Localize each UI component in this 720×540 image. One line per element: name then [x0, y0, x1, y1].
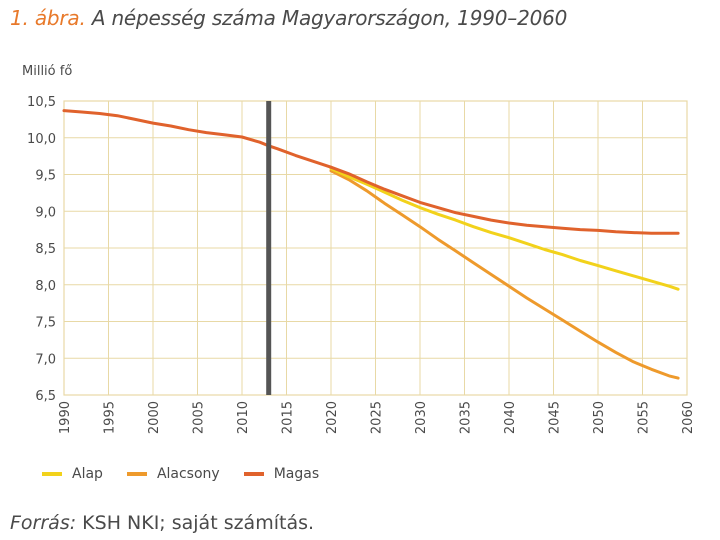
y-tick-label: 8,5 [35, 242, 56, 257]
figure-title-text: A népesség száma Magyarországon, 1990–20… [91, 6, 568, 30]
source-text: KSH NKI; saját számítás. [82, 512, 315, 534]
series-layer [62, 109, 680, 380]
y-tick-label: 6,5 [35, 389, 56, 404]
x-tick-label: 2020 [325, 401, 340, 434]
x-tick-label: 2040 [503, 401, 518, 434]
legend-label-alacsony: Alacsony [156, 466, 220, 482]
x-tick-label: 1990 [58, 401, 73, 434]
y-tick-label: 9,5 [35, 169, 56, 184]
series-line-magas [329, 165, 680, 235]
chart-legend: Alap Alacsony Magas [42, 466, 343, 482]
chart-title: 1. ábra. A népesség száma Magyarországon… [10, 6, 567, 30]
legend-label-magas: Magas [273, 466, 320, 482]
series-line-historical [62, 109, 333, 169]
x-tick-label: 2000 [147, 401, 162, 434]
source-label: Forrás: [10, 512, 77, 534]
y-tick-label: 10,0 [27, 132, 56, 147]
x-tick-label: 2005 [192, 401, 207, 434]
y-tick-label: 7,5 [35, 316, 56, 331]
series-line-alap [329, 167, 680, 291]
y-tick-label: 9,0 [35, 205, 56, 220]
x-tick-label: 2055 [637, 401, 652, 434]
x-tick-label: 2035 [459, 401, 474, 434]
x-tick-label: 2030 [414, 401, 429, 434]
legend-item-alap: Alap [42, 466, 103, 482]
x-tick-label: 2050 [592, 401, 607, 434]
legend-swatch-magas [243, 472, 264, 476]
legend-item-alacsony: Alacsony [126, 466, 220, 482]
y-axis-ticks: 10,5 10,0 9,5 9,0 8,5 8,0 7,5 7,0 6,5 [27, 95, 56, 404]
population-line-chart: Millió fő 10,510,09,59,08,58,07,57,06,5 … [22, 64, 696, 434]
x-tick-label: 2010 [236, 401, 251, 434]
series-line-alacsony [329, 169, 680, 380]
x-tick-label: 2060 [681, 401, 696, 434]
source-note: Forrás: KSH NKI; saját számítás. [10, 512, 314, 534]
y-tick-label: 7,0 [35, 352, 56, 367]
y-axis-unit-label: Millió fő [22, 64, 72, 79]
legend-swatch-alap [42, 472, 62, 476]
y-tick-label: 10,5 [27, 95, 56, 110]
x-tick-label: 2025 [370, 401, 385, 434]
x-tick-label: 2045 [548, 401, 563, 434]
legend-swatch-alacsony [126, 472, 147, 476]
y-tick-label: 8,0 [35, 279, 56, 294]
grid-layer [63, 100, 688, 396]
x-tick-label: 2015 [281, 401, 296, 434]
legend-item-magas: Magas [243, 466, 320, 482]
x-tick-label: 1995 [103, 401, 118, 434]
legend-label-alap: Alap [72, 466, 103, 482]
x-axis-ticks: 1990 1995 2000 2005 2010 2015 2020 2025 2030 2035… [58, 401, 696, 434]
figure-number: 1. ábra. [10, 6, 86, 30]
